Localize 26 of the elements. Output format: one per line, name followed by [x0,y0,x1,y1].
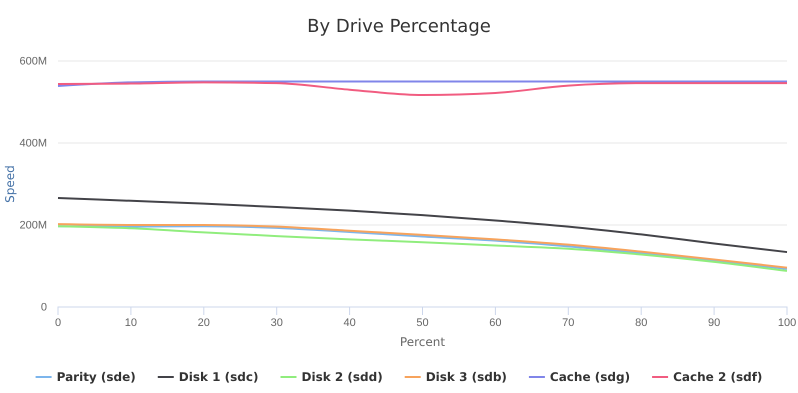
x-tick-label: 20 [198,316,210,329]
x-tick-label: 30 [270,316,283,329]
y-tick-label: 600M [19,56,47,68]
legend-label: Disk 2 (sdd) [302,370,383,384]
x-axis-title: Percent [400,335,446,349]
y-tick-label: 200M [19,220,47,232]
y-axis-title: Speed [3,165,17,203]
x-tick-label: 50 [416,316,429,329]
x-tick-label: 0 [54,316,62,329]
legend-label: Cache (sdg) [550,370,630,384]
legend-label: Cache 2 (sdf) [673,370,762,384]
x-tick-label: 60 [489,316,502,329]
x-tick-label: 10 [124,316,138,329]
x-tick-label: 90 [708,316,720,329]
chart-title: By Drive Percentage [307,16,491,37]
legend-label: Disk 1 (sdc) [178,370,258,384]
y-tick-label: 0 [40,302,47,314]
x-tick-label: 100 [778,316,796,329]
legend-label: Parity (sde) [56,370,136,384]
x-tick-label: 70 [562,316,574,329]
line-series [57,196,788,254]
x-tick-label: 80 [635,316,648,329]
legend-label: Disk 3 (sdb) [426,370,507,384]
x-tick-label: 40 [343,316,356,329]
y-tick-label: 400M [19,138,47,150]
line-series [57,81,788,96]
